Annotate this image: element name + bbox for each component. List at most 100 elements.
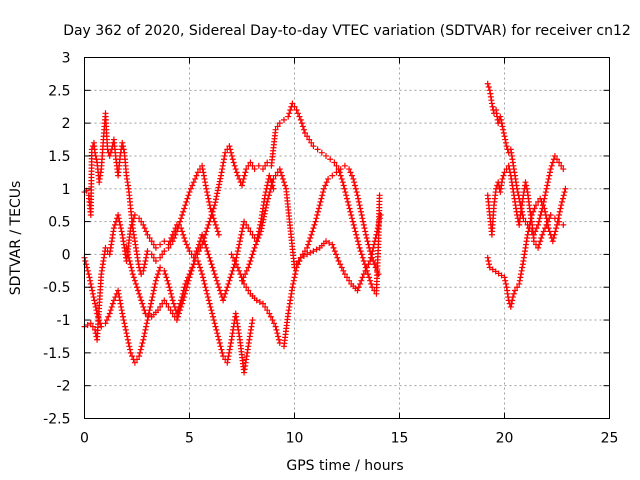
data-point [560, 192, 567, 199]
data-point [213, 277, 220, 284]
data-point [271, 320, 278, 327]
data-point [355, 198, 362, 205]
data-point [485, 84, 492, 91]
data-point [559, 195, 566, 202]
data-point [484, 254, 491, 261]
data-point [164, 277, 171, 284]
data-point [281, 116, 287, 123]
data-point [131, 212, 138, 219]
data-point [197, 264, 203, 271]
data-point [180, 231, 187, 238]
data-point [129, 271, 136, 278]
data-point [169, 310, 176, 317]
chart-title: Day 362 of 2020, Sidereal Day-to-day VTE… [63, 23, 631, 39]
data-point [507, 169, 514, 176]
data-point [217, 343, 224, 350]
data-point [232, 257, 239, 264]
data-point [542, 208, 549, 215]
data-point [137, 346, 144, 353]
data-point [542, 192, 549, 199]
data-point [337, 166, 344, 173]
data-point [502, 139, 509, 146]
data-point [377, 212, 384, 219]
data-point [84, 264, 91, 271]
data-point [359, 274, 366, 281]
data-point [144, 317, 151, 324]
data-point [310, 248, 317, 255]
data-point [371, 261, 378, 268]
data-point [228, 152, 235, 159]
data-point [124, 333, 131, 340]
data-point [297, 116, 304, 123]
data-point [527, 218, 534, 225]
data-point [148, 300, 154, 307]
data-point [531, 205, 538, 212]
data-point [331, 159, 338, 166]
data-point [216, 181, 223, 188]
data-point [222, 290, 229, 297]
data-point [84, 267, 91, 274]
data-point [127, 346, 133, 353]
grid [84, 57, 610, 419]
data-point [319, 192, 326, 199]
data-point [140, 336, 147, 343]
data-point [195, 241, 202, 248]
data-point [212, 196, 219, 203]
data-point [141, 307, 148, 314]
data-point [204, 294, 211, 301]
data-point [236, 241, 243, 248]
data-point [89, 287, 96, 294]
data-point [194, 244, 201, 251]
data-point [541, 205, 548, 212]
data-point [178, 215, 185, 222]
data-point [193, 172, 200, 179]
data-point [499, 123, 506, 130]
data-point [239, 179, 246, 186]
data-point [191, 257, 198, 264]
data-point [535, 218, 542, 225]
data-point [562, 185, 569, 192]
data-point [108, 303, 115, 310]
data-point [120, 143, 126, 150]
data-point [168, 235, 175, 241]
data-point [367, 257, 374, 264]
data-point [306, 238, 313, 245]
data-point [501, 169, 508, 176]
data-point [145, 312, 152, 319]
data-point [351, 225, 358, 232]
data-point [506, 166, 513, 173]
data-point [530, 208, 537, 215]
data-point [111, 221, 118, 228]
data-point [120, 313, 126, 320]
data-point [269, 317, 276, 324]
data-point [173, 221, 180, 228]
data-point [502, 136, 509, 143]
data-point [211, 218, 218, 225]
data-point [87, 320, 94, 327]
x-tick-label: 15 [391, 431, 409, 447]
data-point [170, 300, 177, 307]
data-point [184, 195, 191, 202]
data-point [550, 235, 557, 241]
data-point [313, 246, 320, 253]
data-point [500, 129, 507, 136]
data-point [503, 143, 510, 150]
data-point [343, 192, 350, 199]
data-point [240, 175, 247, 182]
data-point [228, 149, 235, 156]
data-point [270, 185, 277, 192]
data-point [249, 231, 256, 238]
data-point [360, 271, 367, 278]
data-point [241, 172, 248, 179]
data-point [542, 212, 549, 219]
data-point [544, 179, 551, 186]
data-point [168, 294, 175, 301]
data-point [530, 238, 537, 245]
data-point [553, 225, 560, 232]
data-point [291, 274, 298, 281]
data-point [214, 228, 221, 235]
data-point [551, 231, 558, 238]
data-point [134, 356, 140, 363]
data-point [376, 192, 383, 199]
data-point [318, 195, 325, 202]
